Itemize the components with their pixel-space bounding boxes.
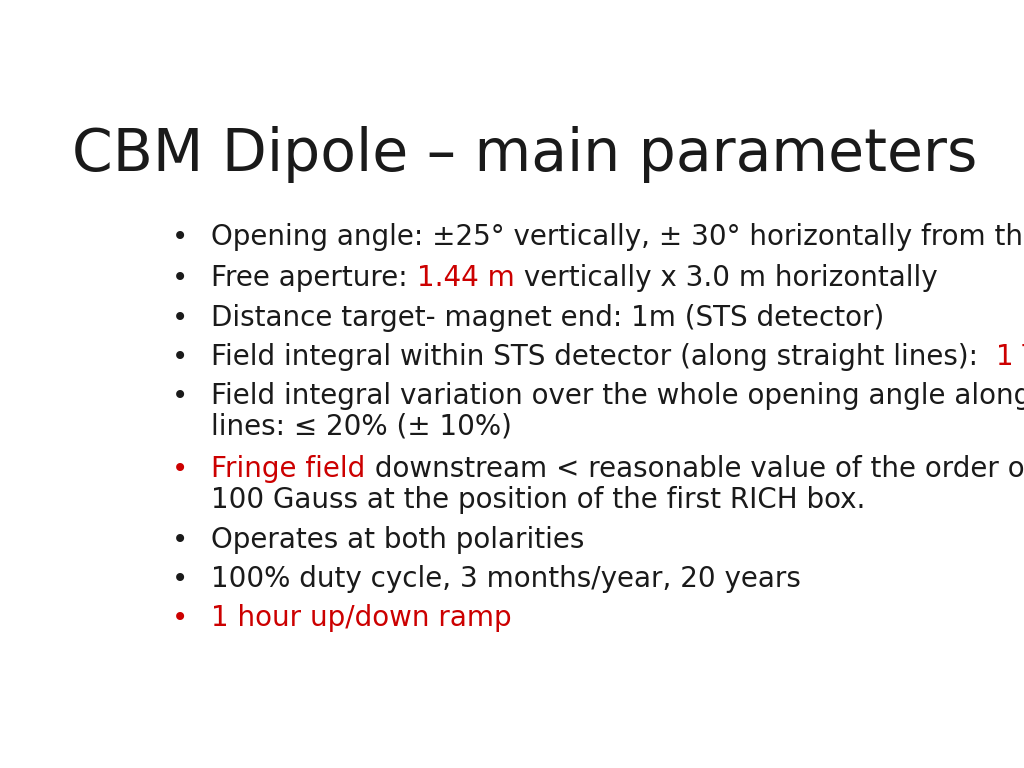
Text: 100 Gauss at the position of the first RICH box.: 100 Gauss at the position of the first R…: [211, 485, 865, 514]
Text: 1 hour up/down ramp: 1 hour up/down ramp: [211, 604, 512, 633]
Text: CBM Dipole – main parameters: CBM Dipole – main parameters: [72, 126, 978, 183]
Text: Free aperture:: Free aperture:: [211, 264, 417, 293]
Text: 1.44 m: 1.44 m: [417, 264, 515, 293]
Text: Fringe field: Fringe field: [211, 455, 366, 483]
Text: •: •: [171, 382, 187, 410]
Text: 100% duty cycle, 3 months/year, 20 years: 100% duty cycle, 3 months/year, 20 years: [211, 565, 801, 594]
Text: •: •: [171, 223, 187, 251]
Text: lines: ≤ 20% (± 10%): lines: ≤ 20% (± 10%): [211, 412, 512, 440]
Text: •: •: [171, 526, 187, 554]
Text: •: •: [171, 455, 187, 483]
Text: •: •: [171, 304, 187, 332]
Text: Distance target- magnet end: 1m (STS detector): Distance target- magnet end: 1m (STS det…: [211, 304, 885, 332]
Text: •: •: [171, 565, 187, 594]
Text: Opening angle: ±25° vertically, ± 30° horizontally from the target: Opening angle: ±25° vertically, ± 30° ho…: [211, 223, 1024, 251]
Text: •: •: [171, 604, 187, 633]
Text: •: •: [171, 343, 187, 371]
Text: vertically x 3.0 m horizontally: vertically x 3.0 m horizontally: [515, 264, 937, 293]
Text: Field integral variation over the whole opening angle along straight: Field integral variation over the whole …: [211, 382, 1024, 410]
Text: 1 Tm: 1 Tm: [996, 343, 1024, 371]
Text: •: •: [171, 264, 187, 293]
Text: Field integral within STS detector (along straight lines):: Field integral within STS detector (alon…: [211, 343, 996, 371]
Text: Operates at both polarities: Operates at both polarities: [211, 526, 585, 554]
Text: downstream < reasonable value of the order of 50 to: downstream < reasonable value of the ord…: [366, 455, 1024, 483]
